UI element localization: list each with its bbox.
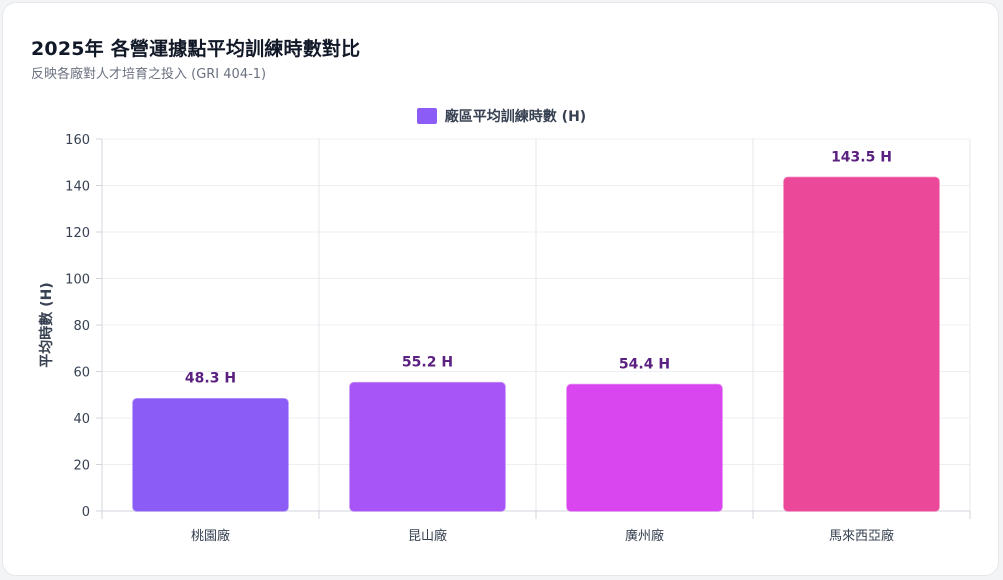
y-tick-label: 0 (82, 505, 90, 520)
y-tick-label: 60 (73, 366, 90, 381)
x-tick-label: 昆山廠 (408, 528, 447, 544)
y-tick-label: 80 (73, 319, 90, 334)
bar-1 (132, 397, 289, 512)
y-tick-label: 20 (73, 459, 90, 474)
x-tick-label: 桃園廠 (191, 528, 230, 544)
chart-title: 2025年 各營運據點平均訓練時數對比 (31, 38, 361, 60)
bar-value-label: 48.3 H (185, 371, 236, 387)
x-tick-label: 廣州廠 (625, 528, 664, 544)
y-tick-label: 100 (65, 273, 90, 288)
legend-label: 廠區平均訓練時數 (H) (444, 109, 587, 125)
chart-subtitle: 反映各廠對人才培育之投入 (GRI 404-1) (31, 67, 267, 82)
x-tick-label: 馬來西亞廠 (829, 528, 894, 544)
bar-3 (566, 383, 723, 512)
y-tick-label: 40 (73, 412, 90, 427)
chart-legend[interactable]: 廠區平均訓練時數 (H) (0, 106, 1003, 126)
bar-value-label: 55.2 H (402, 355, 453, 371)
bar-2 (349, 381, 506, 512)
bar-4 (783, 176, 940, 512)
bar-value-label: 143.5 H (831, 149, 892, 165)
bar-value-label: 54.4 H (619, 357, 670, 373)
y-axis-title: 平均時數 (H) (38, 282, 55, 367)
y-tick-label: 160 (65, 133, 90, 148)
y-tick-label: 120 (65, 226, 90, 241)
y-tick-label: 140 (65, 180, 90, 195)
legend-swatch (416, 108, 437, 124)
